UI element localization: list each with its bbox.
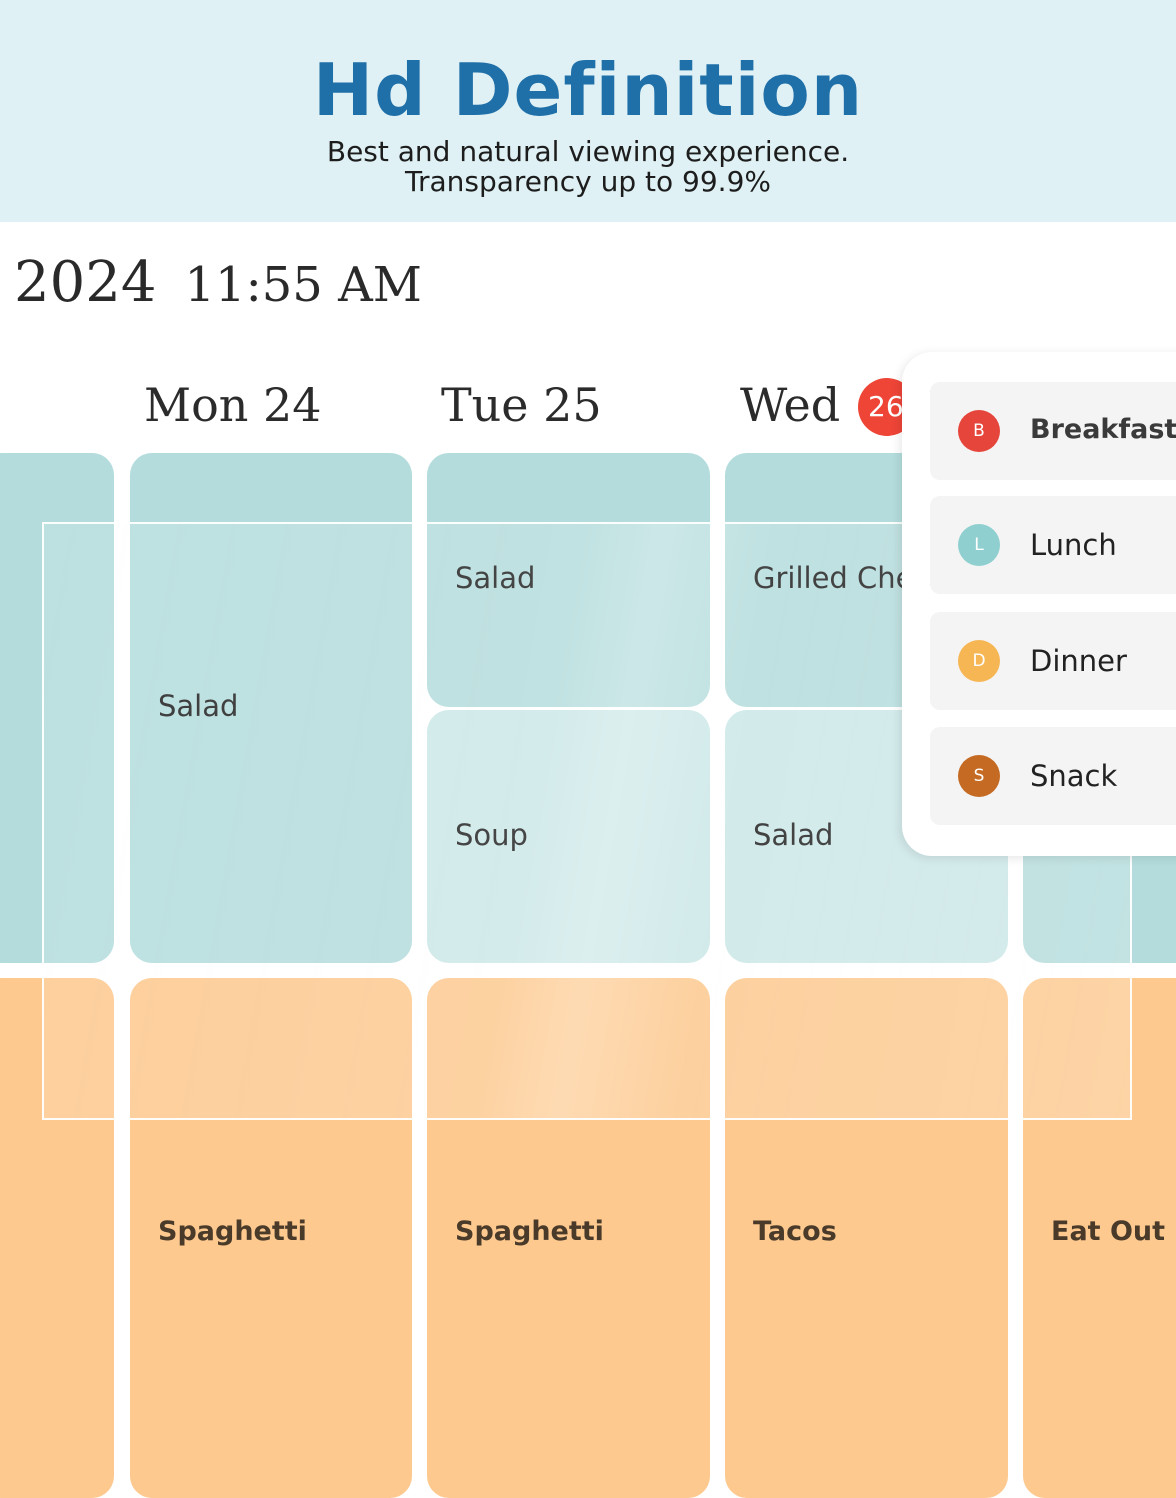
meal-cell-prev-lunch[interactable] [0,453,114,963]
meal-cell-mon-lunch[interactable]: Salad [130,453,412,963]
meal-cell-tue-lunch-1[interactable]: Salad [427,453,710,707]
day-header-tue[interactable]: Tue 25 [441,378,602,432]
date-time-display: 2024 11:55 AM [14,250,422,315]
legend-item-dinner[interactable]: D Dinner [930,612,1176,710]
banner-title: Hd Definition [312,48,864,132]
lunch-dot-icon: L [958,524,1000,566]
breakfast-dot-icon: B [958,410,1000,452]
meal-label: Salad [158,689,239,723]
meal-cell-thu-dinner[interactable]: Eat Out [1023,978,1176,1498]
meal-label: Spaghetti [158,1216,307,1247]
meal-cell-mon-dinner[interactable]: Spaghetti [130,978,412,1498]
legend-item-breakfast[interactable]: B Breakfast [930,382,1176,480]
clock-label: 11:55 AM [184,257,422,313]
meal-label: Salad [455,561,536,595]
legend-label: Breakfast [1030,414,1176,445]
banner-subtitle-line2: Transparency up to 99.9% [404,165,772,198]
legend-label: Lunch [1030,528,1117,562]
legend-item-snack[interactable]: S Snack [930,727,1176,825]
snack-dot-icon: S [958,755,1000,797]
banner-subtitle-line1: Best and natural viewing experience. [326,135,850,168]
meal-label: Tacos [753,1216,837,1247]
legend-label: Dinner [1030,644,1127,678]
year-label: 2024 [14,250,157,315]
meal-label: Spaghetti [455,1216,604,1247]
legend-label: Snack [1030,759,1118,793]
legend-item-lunch[interactable]: L Lunch [930,496,1176,594]
day-header-wed[interactable]: Wed [740,378,841,432]
meal-label: Grilled Che [753,561,914,595]
meal-label: Salad [753,818,834,852]
meal-cell-prev-dinner[interactable] [0,978,114,1498]
dinner-dot-icon: D [958,640,1000,682]
meal-type-legend: B Breakfast L Lunch D Dinner S Snack [902,352,1176,856]
meal-label: Soup [455,818,528,852]
meal-cell-tue-dinner[interactable]: Spaghetti [427,978,710,1498]
meal-cell-wed-dinner[interactable]: Tacos [725,978,1008,1498]
promo-banner: Hd Definition Best and natural viewing e… [0,0,1176,222]
day-header-mon[interactable]: Mon 24 [144,378,322,432]
meal-label: Eat Out [1051,1216,1166,1247]
meal-cell-tue-lunch-2[interactable]: Soup [427,710,710,963]
